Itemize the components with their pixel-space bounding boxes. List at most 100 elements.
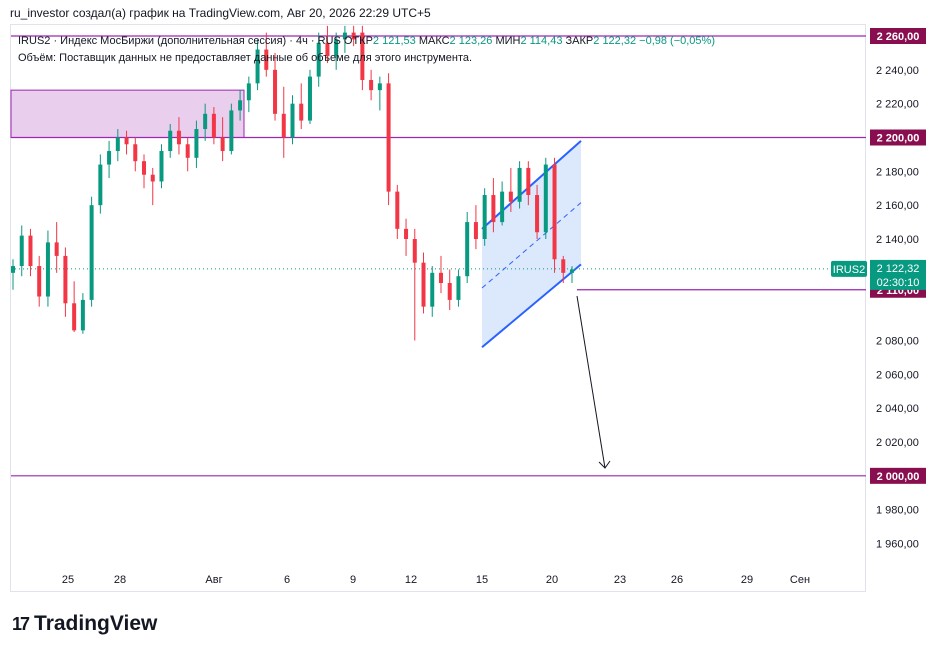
candle-body <box>150 174 155 182</box>
candle-body <box>45 242 50 297</box>
close-label: ЗАКР <box>565 35 594 47</box>
candle-body <box>473 222 478 239</box>
candle-body <box>290 103 295 138</box>
candle-body <box>63 255 68 304</box>
horizontal-levels <box>11 35 866 477</box>
candle-body <box>185 144 190 158</box>
candle-body <box>316 42 321 77</box>
tradingview-wordmark: TradingView <box>34 612 158 635</box>
open-label: ОТКР <box>343 35 373 47</box>
candle-body <box>89 205 94 300</box>
tradingview-logo-icon: 17 <box>12 613 30 634</box>
candle-body <box>412 239 417 263</box>
time-tick-label: Сен <box>790 574 810 586</box>
candle-body <box>115 137 120 152</box>
candle-body <box>168 130 173 152</box>
candle-body <box>159 151 164 182</box>
candle-body <box>351 32 356 40</box>
candle-body <box>307 76 312 121</box>
price-tick-label: 1 960,00 <box>876 539 919 551</box>
resistance-zone-box <box>10 89 245 138</box>
candle-body <box>273 69 278 114</box>
chart-frame <box>10 24 866 592</box>
candle-body <box>526 167 531 196</box>
time-tick-label: 29 <box>741 574 753 586</box>
low-label: МИН <box>495 35 521 47</box>
candle-body <box>72 303 77 331</box>
time-tick-label: 28 <box>114 574 126 586</box>
resistance-zone <box>10 89 245 138</box>
price-axis: 2 240,00 2 220,00 2 180,00 2 160,00 2 140,00… <box>876 65 919 551</box>
projection-arrow <box>576 295 611 469</box>
symbol-legend: IRUS2 · Индекс МосБиржи (дополнительная … <box>18 35 715 47</box>
price-tick-label: 2 180,00 <box>876 166 919 178</box>
time-tick-label: 15 <box>476 574 488 586</box>
price-tick-label: 2 020,00 <box>876 437 919 449</box>
price-tick-label: 2 040,00 <box>876 403 919 415</box>
time-tick-label: 23 <box>614 574 626 586</box>
ascending-channel <box>481 140 582 349</box>
candle-body <box>133 144 138 162</box>
price-tick-label: 2 060,00 <box>876 369 919 381</box>
candle-body <box>508 191 513 202</box>
current-price-label: 2 122,32 <box>877 263 920 275</box>
candle-body <box>570 269 574 273</box>
candle-body <box>299 103 304 121</box>
candle-body <box>334 39 339 57</box>
candle-body <box>421 262 426 307</box>
candle-body <box>517 167 522 202</box>
symbol-badge-label: IRUS2 <box>833 264 865 276</box>
level-badge-label: 2 260,00 <box>877 31 920 43</box>
close-value: 2 122,32 <box>593 35 637 47</box>
time-tick-label: 26 <box>671 574 683 586</box>
candle-body <box>500 191 505 223</box>
high-label: МАКС <box>418 35 450 47</box>
level-badge <box>870 129 926 146</box>
candle-body <box>37 266 42 297</box>
candle-body <box>211 113 216 138</box>
candle-body <box>342 32 347 40</box>
symbol-badge <box>831 260 867 277</box>
candle-body <box>229 110 234 152</box>
arrow-head <box>598 460 611 469</box>
countdown-label: 02:30:10 <box>877 277 920 289</box>
candle-body <box>194 129 199 158</box>
candle-body <box>28 235 33 267</box>
open-value: 2 121,53 <box>372 35 416 47</box>
candle-body <box>107 151 112 165</box>
price-tick-label: 1 980,00 <box>876 505 919 517</box>
time-tick-label: 9 <box>350 574 356 586</box>
change-value: −0,98 (−0,05%) <box>639 35 715 47</box>
channel-median-line <box>481 202 582 289</box>
high-value: 2 123,26 <box>449 35 493 47</box>
candle-body <box>281 113 286 138</box>
candle-body <box>176 130 181 145</box>
time-tick-label: 20 <box>546 574 558 586</box>
candle-body <box>395 191 400 229</box>
candle-body <box>80 299 85 331</box>
candle-body <box>220 137 225 152</box>
price-tick-label: 2 080,00 <box>876 336 919 348</box>
candle-body <box>447 282 452 300</box>
candle-body <box>465 222 470 277</box>
price-tick-label: 2 240,00 <box>876 65 919 77</box>
candle-body <box>264 49 269 70</box>
candle-body <box>142 161 147 175</box>
price-tick-label: 2 160,00 <box>876 200 919 212</box>
price-tick-label: 2 220,00 <box>876 99 919 111</box>
tradingview-logo[interactable]: 17 TradingView <box>12 612 157 636</box>
candle-body <box>11 266 15 273</box>
candle-body <box>124 137 129 145</box>
channel-fill <box>482 140 581 348</box>
candle-body <box>386 83 391 192</box>
price-tick-label: 2 140,00 <box>876 234 919 246</box>
low-value: 2 114,43 <box>520 35 563 47</box>
time-tick-label: 25 <box>62 574 74 586</box>
chart-attribution: ru_investor создал(а) график на TradingV… <box>10 6 431 20</box>
candle-body <box>246 83 251 101</box>
candle-body <box>377 83 382 91</box>
arrow-shaft <box>576 295 606 469</box>
channel-upper-line <box>481 140 582 230</box>
candle-body <box>491 195 496 223</box>
